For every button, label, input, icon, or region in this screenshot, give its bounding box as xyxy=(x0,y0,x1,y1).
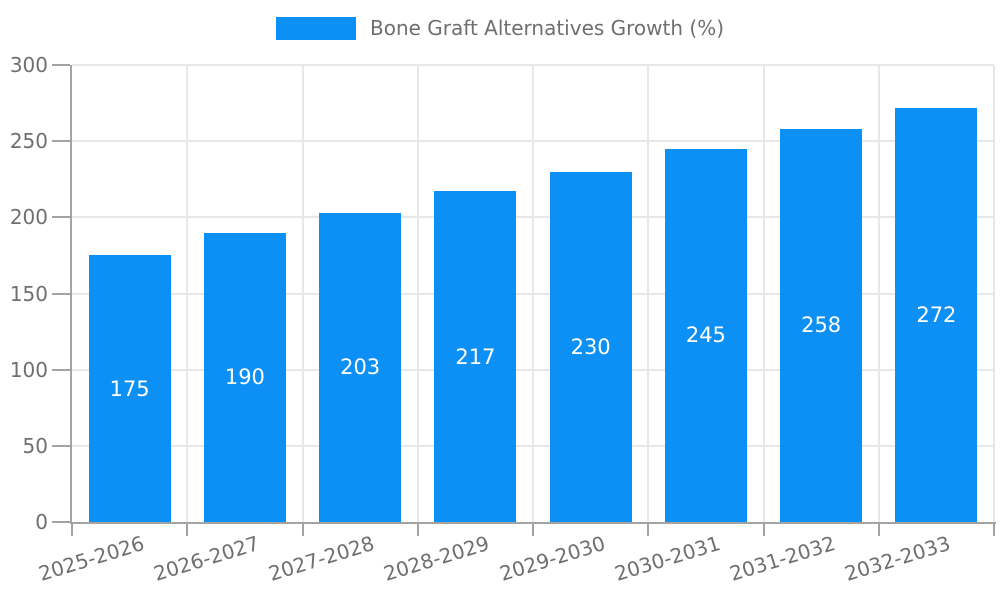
y-axis-tick xyxy=(52,368,70,371)
x-axis-tick xyxy=(762,524,765,536)
legend-label: Bone Graft Alternatives Growth (%) xyxy=(369,16,725,40)
x-axis-tick-label: 2027-2028 xyxy=(265,531,378,586)
bar[interactable] xyxy=(434,191,517,522)
x-axis-line xyxy=(70,522,996,524)
gridline-vertical xyxy=(416,65,419,522)
y-axis-tick-label: 300 xyxy=(9,53,48,77)
y-axis-tick-label: 150 xyxy=(9,281,48,306)
bar-value-label: 230 xyxy=(570,334,611,359)
x-axis-tick xyxy=(993,524,995,536)
bar-value-label: 245 xyxy=(685,323,726,348)
x-axis-tick xyxy=(532,524,534,536)
y-axis-tick-label: 250 xyxy=(9,129,48,154)
bar[interactable] xyxy=(88,255,171,522)
y-axis-tick xyxy=(52,64,70,66)
bar-value-label: 272 xyxy=(916,302,957,327)
plot-area: 175 190 203 217 230 245 258 272 xyxy=(72,64,995,522)
bar[interactable] xyxy=(780,128,863,522)
y-axis-line xyxy=(70,65,72,524)
gridline-vertical xyxy=(647,65,650,522)
bar[interactable] xyxy=(319,212,402,522)
y-axis-tick-label: 100 xyxy=(9,357,48,382)
gridline-vertical xyxy=(301,65,304,522)
x-axis-tick xyxy=(186,524,189,536)
gridline-vertical xyxy=(877,65,880,522)
bar-value-label: 217 xyxy=(455,344,496,369)
x-axis-tick-label: 2031-2032 xyxy=(726,531,839,586)
y-axis-tick xyxy=(52,216,70,219)
bar-value-label: 258 xyxy=(801,313,842,338)
x-axis-tick-label: 2029-2030 xyxy=(496,531,608,586)
legend[interactable]: Bone Graft Alternatives Growth (%) xyxy=(0,16,1000,40)
x-axis-tick-label: 2026-2027 xyxy=(150,531,262,586)
x-axis-tick xyxy=(71,524,73,536)
y-axis-tick xyxy=(52,444,70,447)
x-axis-tick xyxy=(877,524,880,536)
x-axis-tick-label: 2030-2031 xyxy=(611,531,723,586)
y-axis-tick-label: 0 xyxy=(35,510,48,534)
y-axis-tick-label: 50 xyxy=(22,433,48,458)
bar-value-label: 190 xyxy=(224,365,265,390)
x-axis-tick-label: 2032-2033 xyxy=(842,531,954,586)
legend-swatch xyxy=(275,16,356,40)
x-axis-tick xyxy=(416,524,419,536)
y-axis-tick xyxy=(52,140,70,143)
bar-value-label: 203 xyxy=(340,355,381,380)
gridline-vertical xyxy=(532,65,534,522)
gridline-vertical xyxy=(186,65,189,522)
bar[interactable] xyxy=(664,148,747,522)
bar-value-label: 175 xyxy=(109,376,150,401)
x-axis-tick-label: 2025-2026 xyxy=(35,531,147,586)
gridline-vertical xyxy=(762,65,765,522)
y-axis-tick-label: 200 xyxy=(9,205,48,230)
y-axis-tick xyxy=(52,521,70,523)
bar[interactable] xyxy=(895,107,978,522)
x-axis-tick xyxy=(301,524,304,536)
x-axis-tick-label: 2028-2029 xyxy=(381,531,493,586)
gridline-vertical xyxy=(993,65,995,522)
x-axis-tick xyxy=(647,524,650,536)
y-axis-tick xyxy=(52,292,70,295)
bar[interactable] xyxy=(203,232,286,522)
bar[interactable] xyxy=(549,171,632,522)
